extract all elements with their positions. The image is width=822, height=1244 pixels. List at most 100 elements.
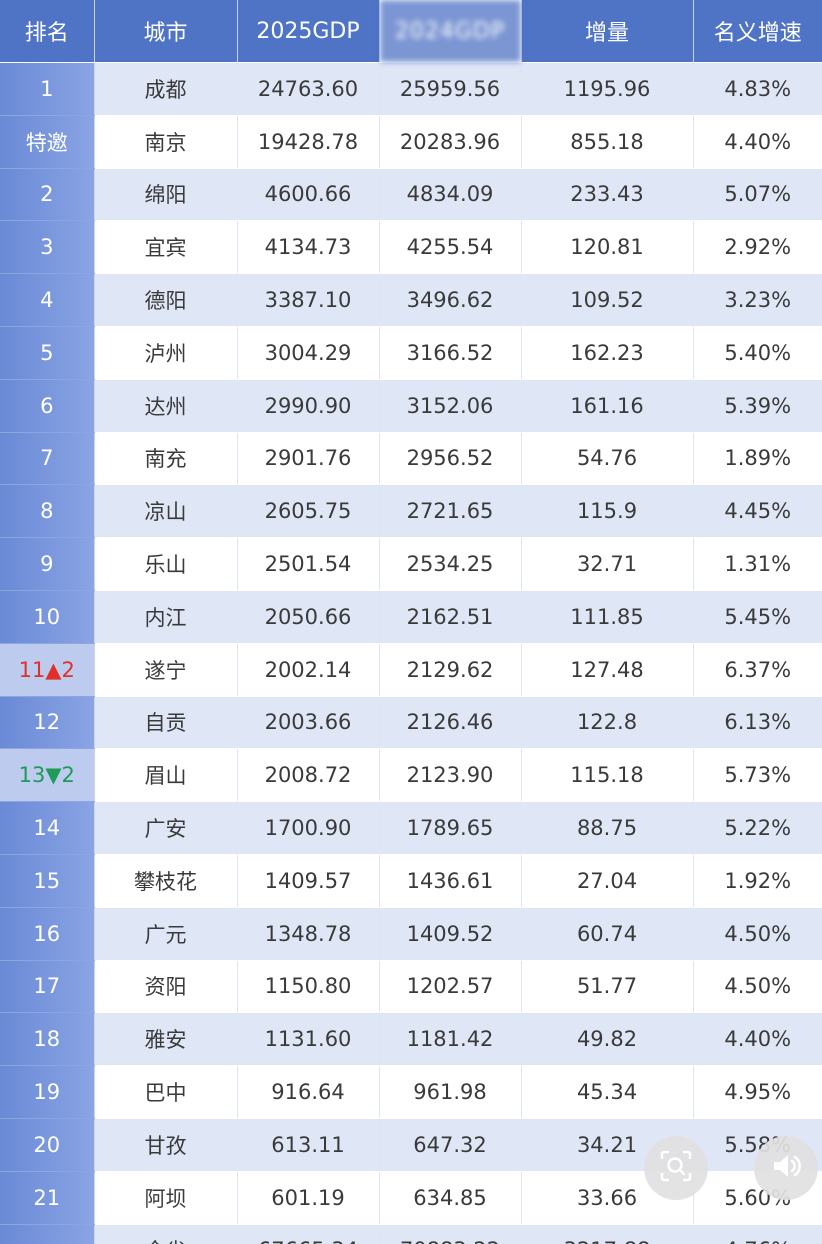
- increase-cell: 120.81: [521, 220, 694, 275]
- gdp-blurred-cell: 20283.96: [379, 115, 522, 169]
- gdp-2025-cell: 916.64: [237, 1065, 380, 1119]
- city-cell: 全省: [94, 1224, 238, 1244]
- speaker-button[interactable]: [754, 1136, 818, 1200]
- gdp-blurred-cell: 3152.06: [379, 379, 522, 433]
- increase-cell: 122.8: [521, 696, 694, 750]
- table-row: 5 泸州 3004.29 3166.52 162.23 5.40%: [0, 326, 822, 380]
- city-cell: 阿坝: [94, 1171, 238, 1225]
- increase-cell: 1195.96: [521, 62, 694, 116]
- header-row: 排名 城市 2025GDP 2024GDP 增量 名义增速: [0, 0, 822, 63]
- gdp-2025-cell: 24763.60: [237, 62, 380, 116]
- growth-cell: 5.07%: [693, 168, 822, 222]
- increase-cell: 115.9: [521, 484, 694, 539]
- gdp-blurred-cell: 1409.52: [379, 907, 522, 961]
- growth-cell: 5.40%: [693, 326, 822, 380]
- header-increase: 增量: [521, 0, 694, 63]
- city-cell: 广元: [94, 907, 238, 961]
- rank-cell: 12: [0, 696, 95, 750]
- header-gdp-blurred: 2024GDP: [379, 0, 522, 63]
- city-cell: 眉山: [94, 748, 238, 803]
- city-cell: 遂宁: [94, 643, 238, 697]
- gdp-blurred-cell: 2162.51: [379, 590, 522, 644]
- rank-cell: 8: [0, 484, 95, 539]
- table-row: 9 乐山 2501.54 2534.25 32.71 1.31%: [0, 537, 822, 591]
- table-row: 16 广元 1348.78 1409.52 60.74 4.50%: [0, 907, 822, 961]
- rank-cell: 特邀: [0, 115, 95, 169]
- gdp-blurred-cell: 3166.52: [379, 326, 522, 380]
- gdp-blurred-cell: 961.98: [379, 1065, 522, 1119]
- table-row: 14 广安 1700.90 1789.65 88.75 5.22%: [0, 801, 822, 855]
- rank-cell: 7: [0, 432, 95, 486]
- city-cell: 乐山: [94, 537, 238, 591]
- rank-cell: 21: [0, 1171, 95, 1225]
- increase-cell: 27.04: [521, 854, 694, 908]
- city-cell: 资阳: [94, 960, 238, 1014]
- table-row: 7 南充 2901.76 2956.52 54.76 1.89%: [0, 432, 822, 486]
- table-row: 3 宜宾 4134.73 4255.54 120.81 2.92%: [0, 220, 822, 275]
- gdp-blurred-cell: 4255.54: [379, 220, 522, 275]
- city-cell: 攀枝花: [94, 854, 238, 908]
- table-row: 1 成都 24763.60 25959.56 1195.96 4.83%: [0, 62, 822, 116]
- increase-cell: 161.16: [521, 379, 694, 433]
- increase-cell: 111.85: [521, 590, 694, 644]
- city-cell: 凉山: [94, 484, 238, 539]
- gdp-2025-cell: 1150.80: [237, 960, 380, 1014]
- increase-cell: 51.77: [521, 960, 694, 1014]
- city-cell: 南充: [94, 432, 238, 486]
- gdp-blurred-cell: 634.85: [379, 1171, 522, 1225]
- image-search-icon: [659, 1149, 693, 1187]
- gdp-2025-cell: 613.11: [237, 1118, 380, 1172]
- city-cell: 雅安: [94, 1012, 238, 1067]
- growth-cell: 2.92%: [693, 220, 822, 275]
- table-row: 10 内江 2050.66 2162.51 111.85 5.45%: [0, 590, 822, 644]
- rank-cell: 5: [0, 326, 95, 380]
- gdp-blurred-cell: 2721.65: [379, 484, 522, 539]
- rank-cell: 14: [0, 801, 95, 855]
- gdp-2025-cell: 1131.60: [237, 1012, 380, 1067]
- rank-cell: 16: [0, 907, 95, 961]
- growth-cell: 5.73%: [693, 748, 822, 803]
- gdp-blurred-cell: 4834.09: [379, 168, 522, 222]
- gdp-2025-cell: 2003.66: [237, 696, 380, 750]
- table-row: 21 阿坝 601.19 634.85 33.66 5.60%: [0, 1171, 822, 1225]
- gdp-blurred-cell: 1202.57: [379, 960, 522, 1014]
- gdp-2025-cell: 2050.66: [237, 590, 380, 644]
- growth-cell: 4.45%: [693, 484, 822, 539]
- gdp-2025-cell: 1700.90: [237, 801, 380, 855]
- table-row: 2 绵阳 4600.66 4834.09 233.43 5.07%: [0, 168, 822, 222]
- increase-cell: 233.43: [521, 168, 694, 222]
- growth-cell: 5.22%: [693, 801, 822, 855]
- table-row: 6 达州 2990.90 3152.06 161.16 5.39%: [0, 379, 822, 433]
- gdp-blurred-cell: 2129.62: [379, 643, 522, 697]
- gdp-2025-cell: 2002.14: [237, 643, 380, 697]
- increase-cell: 54.76: [521, 432, 694, 486]
- growth-cell: 5.45%: [693, 590, 822, 644]
- gdp-blurred-cell: 25959.56: [379, 62, 522, 116]
- gdp-2025-cell: 601.19: [237, 1171, 380, 1225]
- growth-cell: 4.50%: [693, 960, 822, 1014]
- table-row: 8 凉山 2605.75 2721.65 115.9 4.45%: [0, 484, 822, 539]
- gdp-blurred-cell: 1181.42: [379, 1012, 522, 1067]
- growth-cell: 4.40%: [693, 1012, 822, 1067]
- increase-cell: 49.82: [521, 1012, 694, 1067]
- city-cell: 宜宾: [94, 220, 238, 275]
- rank-cell: 17: [0, 960, 95, 1014]
- rank-cell: 4: [0, 273, 95, 327]
- gdp-2025-cell: 19428.78: [237, 115, 380, 169]
- increase-cell: 115.18: [521, 748, 694, 803]
- table-row: 11▲2 遂宁 2002.14 2129.62 127.48 6.37%: [0, 643, 822, 697]
- gdp-2025-cell: 1348.78: [237, 907, 380, 961]
- gdp-blurred-cell: 70883.22: [379, 1224, 522, 1244]
- gdp-2025-cell: 2501.54: [237, 537, 380, 591]
- table-header: 排名 城市 2025GDP 2024GDP 增量 名义增速: [0, 0, 822, 63]
- rank-cell: 20: [0, 1118, 95, 1172]
- city-cell: 成都: [94, 62, 238, 116]
- image-search-button[interactable]: [644, 1136, 708, 1200]
- gdp-blurred-cell: 2534.25: [379, 537, 522, 591]
- gdp-blurred-cell: 1436.61: [379, 854, 522, 908]
- rank-cell: 18: [0, 1012, 95, 1067]
- gdp-blurred-cell: 1789.65: [379, 801, 522, 855]
- gdp-2025-cell: 67665.34: [237, 1224, 380, 1244]
